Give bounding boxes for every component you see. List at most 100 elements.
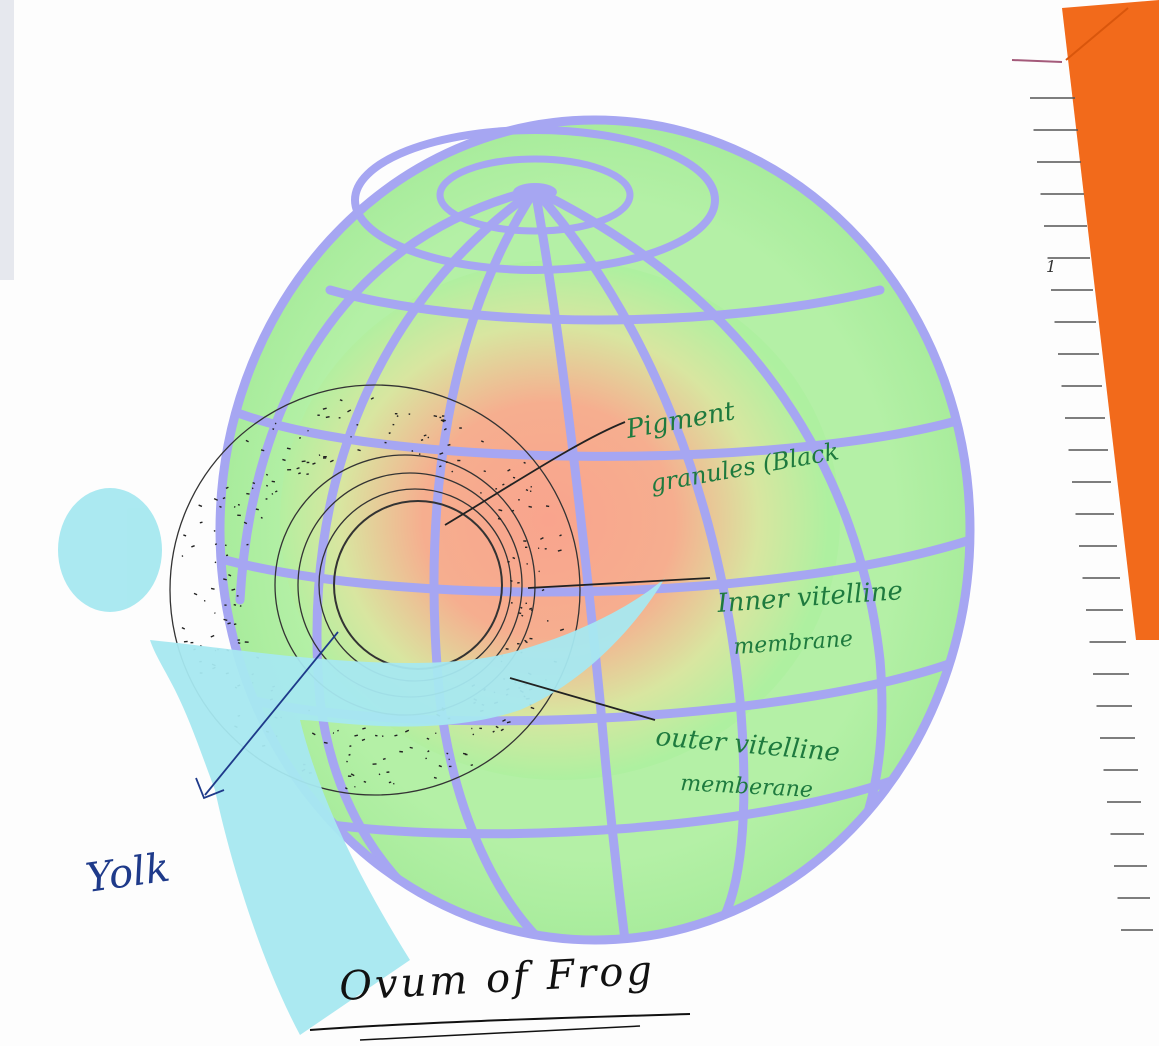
granule-dot xyxy=(442,419,446,422)
granule-dot xyxy=(557,549,562,552)
granule-dot xyxy=(233,506,236,508)
granule-dot xyxy=(347,775,352,778)
granule-dot xyxy=(231,588,236,591)
granule-dot xyxy=(337,729,339,732)
granule-dot xyxy=(517,582,520,584)
granule-dot xyxy=(301,460,306,463)
granule-dot xyxy=(181,626,186,630)
granule-dot xyxy=(265,484,269,487)
granule-dot xyxy=(312,462,316,465)
granule-dot xyxy=(523,461,526,464)
granule-dot xyxy=(447,443,451,446)
granule-dot xyxy=(439,452,444,455)
granule-dot xyxy=(260,449,265,452)
granule-dot xyxy=(500,728,504,732)
granule-dot xyxy=(510,602,513,604)
granule-dot xyxy=(282,458,286,462)
granule-dot xyxy=(225,554,229,557)
granule-dot xyxy=(260,516,263,519)
granule-dot xyxy=(446,752,449,755)
granule-dot xyxy=(298,437,302,439)
globe-outline xyxy=(215,115,975,945)
granule-dot xyxy=(361,738,366,742)
granule-dot xyxy=(246,492,250,495)
granule-dot xyxy=(213,497,218,501)
granule-dot xyxy=(388,781,392,784)
granule-dot xyxy=(381,735,384,738)
granule-dot xyxy=(344,787,348,790)
granule-dot xyxy=(409,746,413,749)
granule-dot xyxy=(338,416,341,419)
granule-dot xyxy=(244,641,249,643)
granule-dot xyxy=(546,620,549,622)
logo-head xyxy=(58,488,162,612)
granule-dot xyxy=(255,508,259,511)
granule-dot xyxy=(425,757,427,760)
granule-dot xyxy=(525,546,528,548)
granule-dot xyxy=(237,642,241,644)
granule-dot xyxy=(227,622,231,625)
granule-dot xyxy=(323,457,327,459)
granule-dot xyxy=(198,504,203,508)
granule-dot xyxy=(237,639,241,641)
granule-dot xyxy=(526,563,529,565)
granule-dot xyxy=(394,734,398,737)
granule-dot xyxy=(492,730,495,733)
granule-dot xyxy=(386,771,390,773)
granule-dot xyxy=(317,414,320,416)
yolk-arrow-head xyxy=(195,777,225,800)
granule-dot xyxy=(544,547,547,550)
granule-dot xyxy=(271,480,276,483)
granule-dot xyxy=(272,428,275,430)
granule-dot xyxy=(382,757,386,761)
granule-dot xyxy=(296,467,300,470)
granule-dot xyxy=(509,579,513,583)
granule-dot xyxy=(251,487,254,490)
granule-dot xyxy=(299,472,301,474)
granule-dot xyxy=(378,773,381,776)
granule-dot xyxy=(233,603,237,606)
granule-dot xyxy=(480,440,484,443)
granule-dot xyxy=(498,509,503,512)
polar-ring-inner xyxy=(436,155,634,235)
granule-dot xyxy=(347,409,352,413)
granule-dot xyxy=(181,555,184,557)
label-yolk: Yolk xyxy=(83,845,173,902)
granule-dot xyxy=(183,534,187,537)
granule-dot xyxy=(529,637,533,640)
granule-dot xyxy=(237,514,241,517)
granule-dot xyxy=(439,465,442,468)
granule-dot xyxy=(223,618,228,622)
granule-dot xyxy=(318,454,321,457)
granule-dot xyxy=(405,729,410,733)
granule-dot xyxy=(329,459,334,463)
ruler-top-mark xyxy=(1011,59,1063,63)
granule-dot xyxy=(322,407,327,410)
granule-dot xyxy=(393,782,395,785)
granule-dot xyxy=(237,503,241,506)
inner-leader xyxy=(527,577,711,589)
granule-dot xyxy=(470,764,474,767)
granule-dot xyxy=(223,578,227,581)
granule-dot xyxy=(521,614,524,617)
granule-dot xyxy=(265,498,268,500)
orange-binder xyxy=(1062,0,1159,640)
granule-dot xyxy=(518,499,520,501)
granule-dot xyxy=(559,628,565,632)
granule-dot xyxy=(224,604,227,606)
granule-dot xyxy=(440,419,445,423)
granule-dot xyxy=(332,732,335,734)
pole-cap xyxy=(513,183,557,201)
outer-vitelline-circle xyxy=(169,384,581,796)
granule-dot xyxy=(354,734,359,737)
granule-dot xyxy=(239,605,242,607)
granule-dot xyxy=(350,436,352,438)
granule-dot xyxy=(472,733,475,736)
granule-dot xyxy=(306,461,310,464)
granule-dot xyxy=(222,496,226,500)
granule-dot xyxy=(311,732,316,736)
granule-dot xyxy=(538,570,540,573)
granule-dot xyxy=(435,732,437,735)
granule-dot xyxy=(520,606,523,609)
binder-crease xyxy=(1065,7,1129,61)
